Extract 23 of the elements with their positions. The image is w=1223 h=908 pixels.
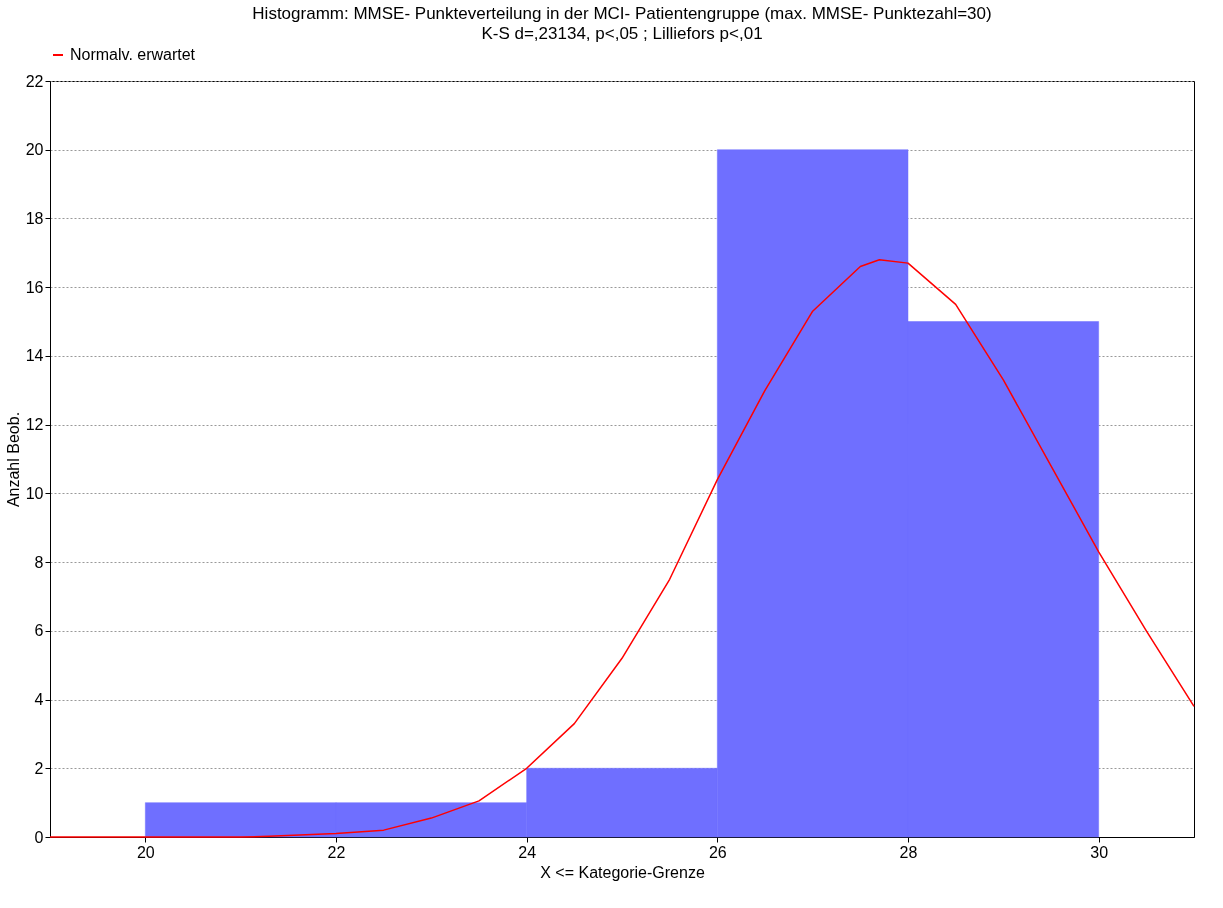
y-tick-label: 8 <box>34 553 44 571</box>
y-tick-label: 2 <box>34 759 44 777</box>
y-tick-label: 0 <box>34 828 44 846</box>
y-tick-label: 6 <box>34 622 44 640</box>
x-tick-label: 26 <box>708 843 727 861</box>
x-tick-label: 24 <box>518 843 537 861</box>
x-tick-label: 20 <box>136 843 155 861</box>
x-axis-title: X <= Kategorie-Grenze <box>540 863 705 881</box>
y-tick-label: 12 <box>25 416 44 434</box>
y-tick-label: 18 <box>25 209 44 227</box>
x-tick-label: 28 <box>899 843 918 861</box>
y-tick-label: 22 <box>25 72 44 90</box>
x-tick-label: 22 <box>327 843 346 861</box>
y-tick-label: 20 <box>25 141 44 159</box>
y-tick-label: 16 <box>25 278 44 296</box>
y-tick-label: 4 <box>34 691 44 709</box>
x-tick-label: 30 <box>1090 843 1109 861</box>
y-tick-label: 14 <box>25 347 44 365</box>
chart-title: Histogramm: MMSE- Punkteverteilung in der MCI- Patientengruppe (max. MMSE- Punktezahl=30) <box>252 4 992 23</box>
y-tick-label: 10 <box>25 484 44 502</box>
y-axis-title: Anzahl Beob. <box>4 411 22 508</box>
legend-label: Normalv. erwartet <box>70 46 196 63</box>
chart-subtitle: K-S d=,23134, p<,05 ; Lilliefors p<,01 <box>481 24 763 43</box>
